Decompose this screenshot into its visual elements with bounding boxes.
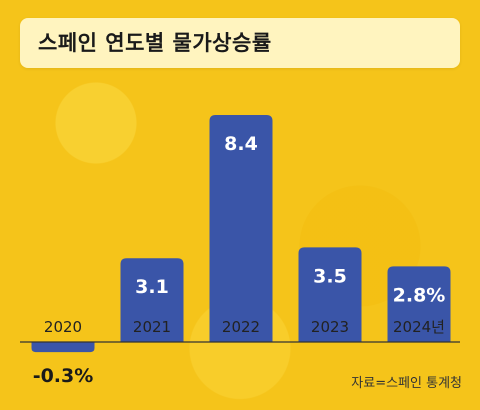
x-tick-label-2023: 2023 [311,318,349,336]
bar-2023 [298,247,362,342]
x-tick-label-2020: 2020 [44,318,82,336]
source-note: 자료=스페인 통계청 [351,376,462,391]
value-label-2020: -0.3% [33,365,94,387]
bar-2020 [31,342,95,353]
bar-2024년 [387,266,451,342]
x-tick-label-2021: 2021 [133,318,171,336]
bar-2021 [120,258,184,342]
title-box: 스페인 연도별 물가상승률 [20,18,460,68]
value-label-2023: 3.5 [313,265,347,287]
x-tick-label-2022: 2022 [222,318,260,336]
x-tick-label-2024년: 2024년 [393,318,445,336]
value-label-2022: 8.4 [224,133,258,155]
chart-title: 스페인 연도별 물가상승률 [38,31,272,55]
value-label-2021: 3.1 [135,276,169,298]
bar-2022 [209,115,273,342]
value-label-2024년: 2.8% [393,284,446,306]
